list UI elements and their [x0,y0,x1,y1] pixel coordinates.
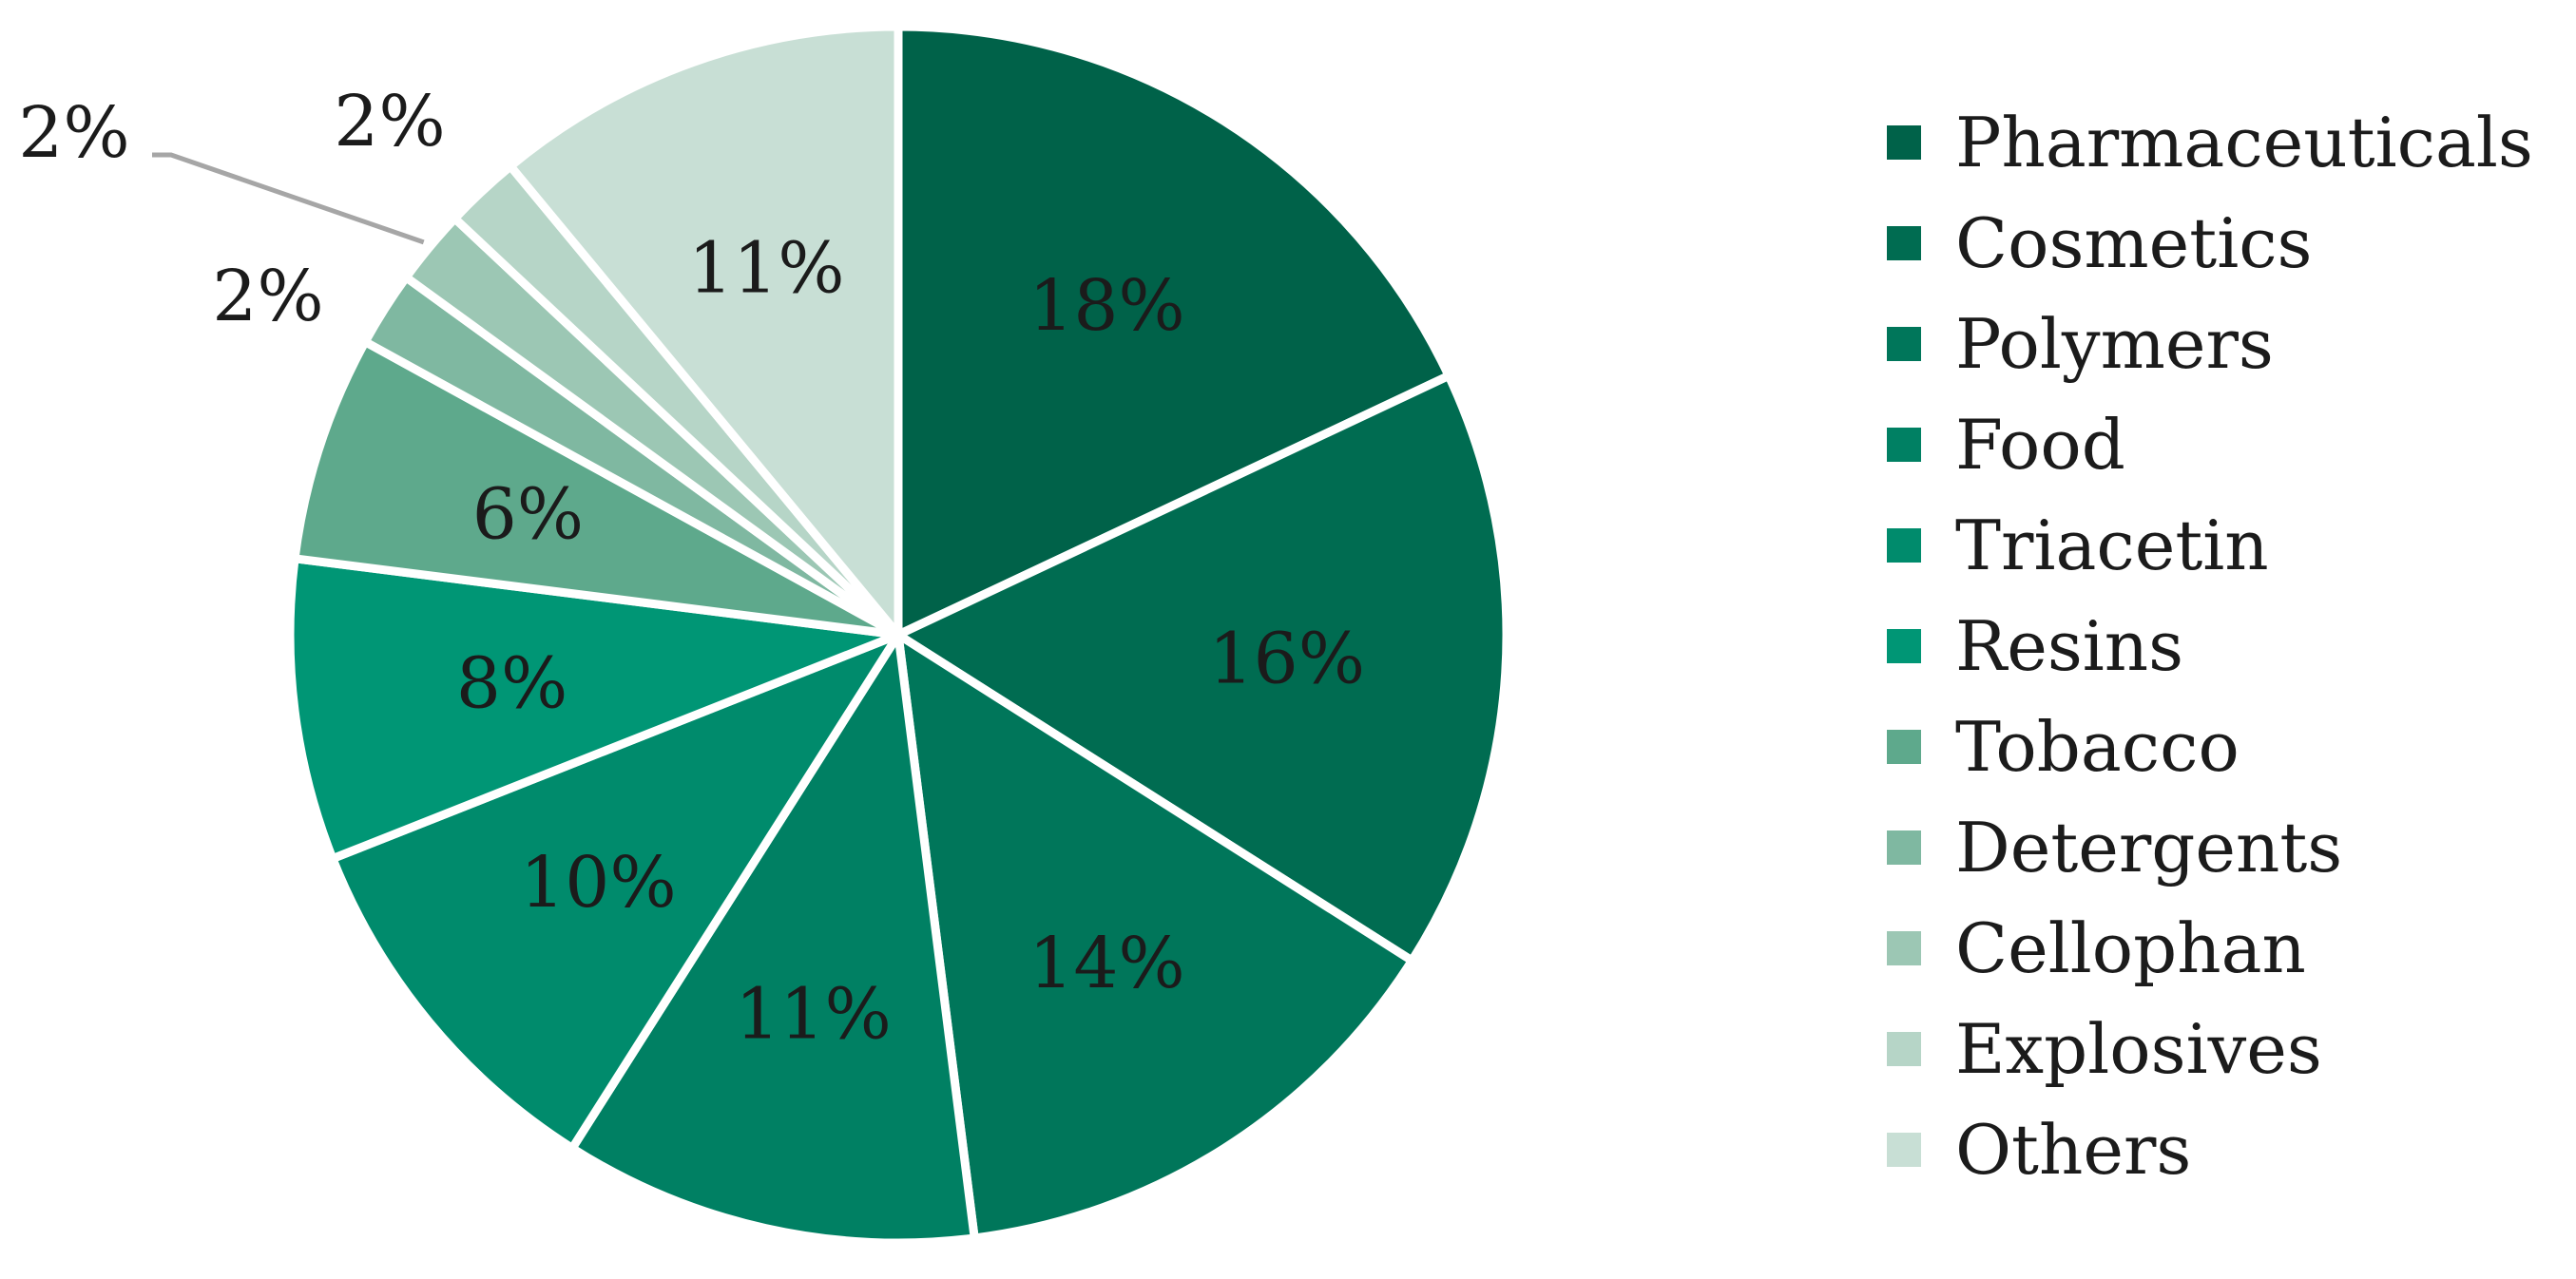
legend-label-food: Food [1955,405,2125,485]
legend-item-cosmetics: Cosmetics [1887,203,2313,283]
data-label-cosmetics: 16% [1209,619,1365,700]
legend-swatch-detergents [1887,830,1921,865]
legend-swatch-triacetin [1887,528,1921,563]
legend-swatch-tobacco [1887,730,1921,764]
legend-label-others: Others [1955,1110,2191,1190]
data-label-explosives: 2% [334,81,445,162]
legend-item-pharmaceuticals: Pharmaceuticals [1887,103,2533,182]
data-label-resins: 8% [456,642,567,724]
legend-label-polymers: Polymers [1955,304,2274,384]
data-label-pharmaceuticals: 18% [1028,265,1184,347]
data-label-detergents: 2% [212,256,323,337]
legend-label-cosmetics: Cosmetics [1955,203,2313,283]
legend-label-resins: Resins [1955,606,2183,686]
legend-item-others: Others [1887,1110,2191,1190]
legend-item-resins: Resins [1887,606,2183,686]
legend-swatch-explosives [1887,1032,1921,1066]
data-label-others: 11% [688,228,844,310]
legend-swatch-cosmetics [1887,226,1921,260]
pie-labels: 18% 16% 14% 11% 10% 8% 6% 2% 2% 2% 11% [18,81,1365,1056]
pie-slices [285,22,1511,1248]
legend-label-triacetin: Triacetin [1955,506,2269,585]
pie-slice-pharmaceuticals [894,22,1453,640]
pie-slice-resins [285,554,903,864]
data-label-polymers: 14% [1028,923,1184,1004]
legend: Pharmaceuticals Cosmetics Polymers Food Tria… [1887,103,2533,1190]
legend-label-pharmaceuticals: Pharmaceuticals [1955,103,2533,182]
pie-slice-triacetin [328,630,903,1153]
legend-label-detergents: Detergents [1955,808,2342,888]
data-label-triacetin: 10% [520,842,676,924]
pie-slice-polymers [894,630,1416,1243]
legend-item-explosives: Explosives [1887,1009,2322,1089]
data-label-cellophan: 2% [18,92,129,174]
legend-item-triacetin: Triacetin [1887,506,2269,585]
legend-swatch-others [1887,1133,1921,1167]
pie-slice-tobacco [290,337,903,640]
pie-slice-cosmetics [894,372,1511,965]
legend-item-polymers: Polymers [1887,304,2274,384]
legend-swatch-food [1887,428,1921,462]
legend-swatch-cellophan [1887,931,1921,965]
legend-label-cellophan: Cellophan [1955,908,2306,988]
pie-slice-others [506,22,903,640]
legend-label-explosives: Explosives [1955,1009,2322,1089]
data-label-tobacco: 6% [472,473,584,555]
legend-swatch-pharmaceuticals [1887,125,1921,160]
legend-swatch-resins [1887,629,1921,663]
legend-label-tobacco: Tobacco [1955,707,2240,787]
data-label-food: 11% [735,974,891,1056]
legend-item-food: Food [1887,405,2125,485]
pie-slice-food [567,630,979,1248]
legend-item-tobacco: Tobacco [1887,707,2240,787]
legend-item-detergents: Detergents [1887,808,2342,888]
legend-swatch-polymers [1887,327,1921,361]
legend-item-cellophan: Cellophan [1887,908,2306,988]
leader-line-cellophan [152,152,425,245]
